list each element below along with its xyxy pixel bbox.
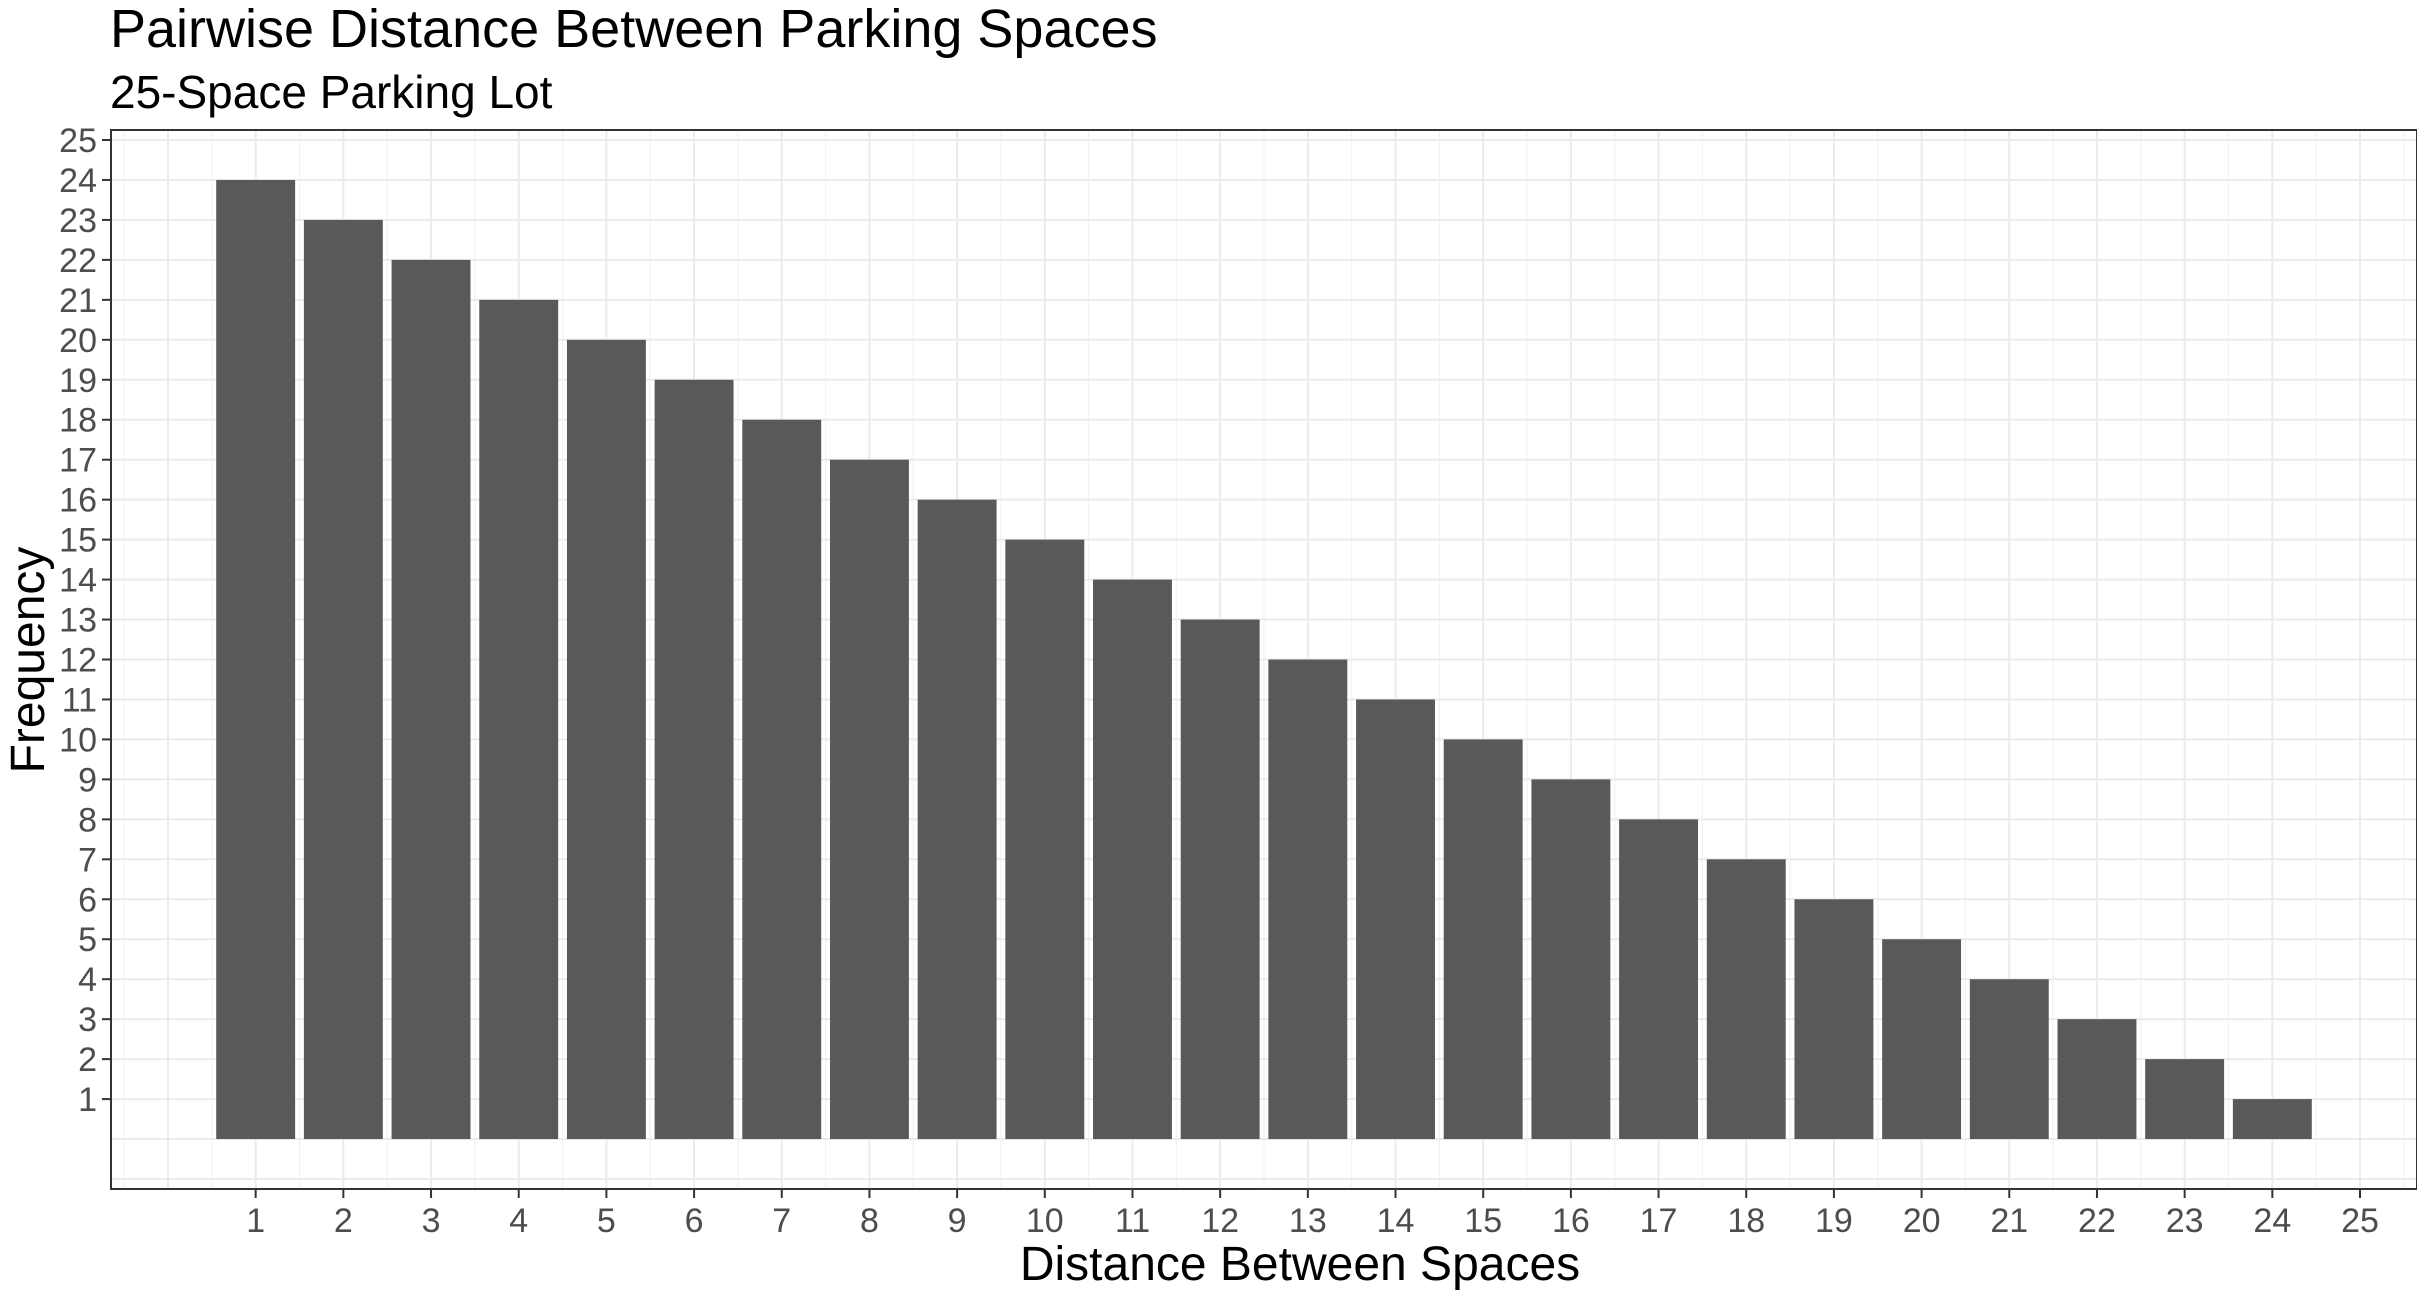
bar-distance-12	[1180, 619, 1260, 1140]
y-tick-label: 17	[59, 442, 97, 480]
y-tick-label: 25	[59, 122, 97, 160]
bar-distance-13	[1268, 659, 1348, 1140]
y-tick-label: 11	[62, 681, 97, 719]
y-tick-label: 18	[59, 402, 97, 440]
x-tick-label: 19	[1815, 1202, 1853, 1240]
x-tick-label: 17	[1640, 1202, 1678, 1240]
y-tick-label: 3	[78, 1001, 97, 1039]
y-tick-label: 13	[59, 602, 97, 640]
x-tick-label: 8	[860, 1202, 879, 1240]
x-tick-label: 7	[772, 1202, 791, 1240]
x-tick-label: 22	[2078, 1202, 2116, 1240]
bar-distance-18	[1706, 859, 1786, 1140]
x-tick-label: 11	[1115, 1202, 1150, 1240]
bar-distance-20	[1882, 939, 1962, 1140]
bar-distance-3	[391, 259, 471, 1140]
y-tick-label: 19	[59, 362, 97, 400]
y-tick-label: 24	[59, 162, 97, 200]
y-tick-label: 23	[59, 202, 97, 240]
bar-distance-4	[479, 299, 559, 1140]
x-tick-label: 18	[1727, 1202, 1765, 1240]
y-tick-label: 9	[78, 761, 97, 799]
x-tick-label: 23	[2166, 1202, 2204, 1240]
bars	[216, 179, 2312, 1140]
y-tick-label: 14	[59, 562, 97, 600]
bar-distance-14	[1356, 699, 1435, 1140]
x-tick-label: 9	[948, 1202, 967, 1240]
x-tick-label: 13	[1289, 1202, 1327, 1240]
bar-distance-6	[654, 379, 734, 1140]
x-tick-label: 4	[509, 1202, 528, 1240]
bar-distance-17	[1619, 819, 1699, 1140]
bar-distance-10	[1005, 539, 1085, 1140]
bar-distance-8	[829, 459, 909, 1140]
bar-distance-7	[742, 419, 822, 1140]
bar-distance-15	[1443, 739, 1523, 1140]
y-tick-label: 8	[78, 801, 97, 839]
x-axis-title: Distance Between Spaces	[1020, 1238, 1580, 1291]
y-tick-label: 12	[59, 642, 97, 680]
x-tick-label: 14	[1377, 1202, 1415, 1240]
chart-subtitle: 25-Space Parking Lot	[110, 66, 553, 118]
y-tick-label: 4	[78, 961, 97, 999]
bar-distance-9	[917, 499, 997, 1140]
bar-distance-16	[1531, 779, 1611, 1140]
bar-distance-23	[2145, 1059, 2225, 1140]
bar-distance-19	[1794, 899, 1874, 1140]
x-axis: 1 2 3 4 5 6 7 8 9 10 11 12 13 14 15 16 17 18 19 20 21 22 23 24 2…	[246, 1189, 2379, 1240]
x-tick-label: 16	[1552, 1202, 1590, 1240]
x-tick-label: 15	[1464, 1202, 1502, 1240]
bar-distance-5	[566, 339, 646, 1140]
y-tick-label: 10	[59, 721, 97, 759]
x-tick-label: 6	[685, 1202, 704, 1240]
x-tick-label: 25	[2341, 1202, 2379, 1240]
chart-title: Pairwise Distance Between Parking Spaces	[110, 0, 1158, 59]
y-tick-label: 21	[59, 282, 97, 320]
x-tick-label: 24	[2253, 1202, 2291, 1240]
bar-distance-1	[216, 179, 296, 1140]
y-tick-label: 16	[59, 482, 97, 520]
bar-distance-2	[303, 219, 383, 1140]
y-axis-title: Frequency	[2, 547, 55, 774]
x-tick-label: 12	[1201, 1202, 1239, 1240]
y-tick-label: 1	[78, 1081, 97, 1119]
x-tick-label: 10	[1026, 1202, 1064, 1240]
x-tick-label: 21	[1990, 1202, 2028, 1240]
x-tick-label: 20	[1903, 1202, 1941, 1240]
x-tick-label: 1	[246, 1202, 265, 1240]
bar-distance-24	[2232, 1099, 2312, 1140]
bar-distance-11	[1093, 579, 1172, 1140]
y-tick-label: 2	[78, 1041, 97, 1079]
y-tick-label: 22	[59, 242, 97, 280]
y-tick-label: 15	[59, 522, 97, 560]
bar-distance-21	[1969, 979, 2049, 1140]
x-tick-label: 2	[334, 1202, 353, 1240]
y-tick-label: 6	[78, 881, 97, 919]
y-axis: 1234567891011121314151617181920212223242…	[59, 122, 111, 1119]
y-tick-label: 7	[78, 841, 97, 879]
y-tick-label: 20	[59, 322, 97, 360]
bar-distance-22	[2057, 1019, 2137, 1140]
x-tick-label: 3	[422, 1202, 441, 1240]
y-tick-label: 5	[78, 921, 97, 959]
x-tick-label: 5	[597, 1202, 616, 1240]
